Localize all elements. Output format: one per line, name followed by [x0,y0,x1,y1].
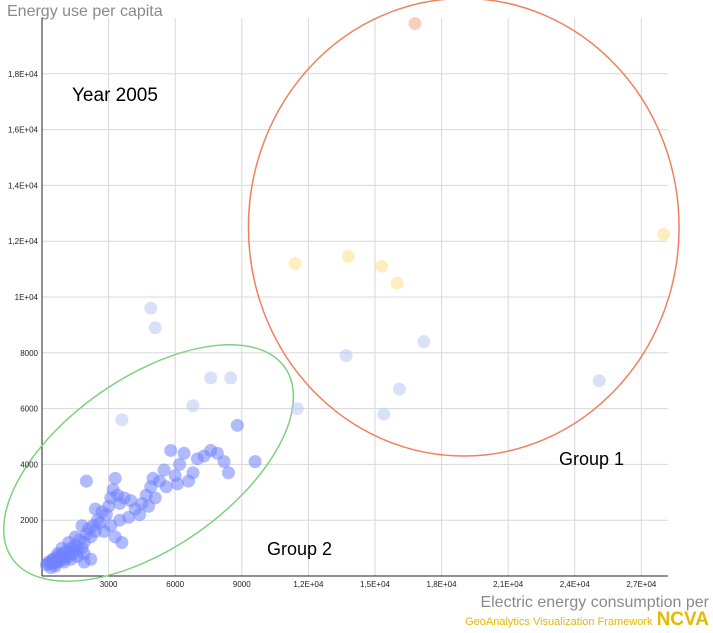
y-tick-label: 1,2E+04 [8,237,39,246]
x-tick-label: 2,7E+04 [626,580,657,589]
data-point [339,349,353,363]
x-tick-label: 1,2E+04 [293,580,324,589]
y-tick-label: 1,4E+04 [8,181,39,190]
data-point [248,455,262,469]
x-tick-label: 9000 [233,580,251,589]
y-tick-label: 1,6E+04 [8,126,39,135]
x-tick-labels: 3000 6000 9000 1,2E+04 1,5E+04 1,8E+04 2,1E+04… [100,580,657,589]
data-point [377,407,391,421]
data-point [392,382,406,396]
chart-title: Energy use per capita [7,3,163,20]
framework-name: GeoAnalytics Visualization Framework [465,616,653,628]
data-point [182,474,196,488]
data-point [170,477,184,491]
data-point [49,555,63,569]
footer-credit: GeoAnalytics Visualization Framework NCVA [465,609,709,631]
y-tick-label: 1,8E+04 [8,70,39,79]
data-point [390,276,404,290]
data-point [173,457,187,471]
x-tick-label: 2,4E+04 [560,580,591,589]
year-annotation: Year 2005 [72,85,158,106]
data-point [592,374,606,388]
data-points [39,17,671,575]
axes [41,18,668,577]
y-tick-label: 8000 [20,349,38,358]
ncva-logo: NCVA [657,609,709,630]
data-point [217,455,231,469]
x-tick-label: 6000 [166,580,184,589]
data-point [290,402,304,416]
x-axis-label: Electric energy consumption per [480,594,709,611]
x-tick-label: 2,1E+04 [493,580,524,589]
group-2-label: Group 2 [267,539,333,559]
data-point [133,508,147,522]
data-point [204,371,218,385]
data-point [375,259,389,273]
data-point [657,227,671,241]
x-tick-label: 3000 [100,580,118,589]
data-point [164,443,178,457]
y-tick-label: 4000 [20,460,38,469]
data-point [77,547,91,561]
x-tick-label: 1,5E+04 [360,580,391,589]
group-1-label: Group 1 [559,449,625,469]
data-point [230,418,244,432]
data-point [157,463,171,477]
group-2-ellipse [2,344,295,582]
data-point [417,335,431,349]
y-tick-label: 2000 [20,516,38,525]
grid [42,18,668,576]
data-point [186,399,200,413]
x-tick-label: 1,8E+04 [427,580,458,589]
data-point [341,250,355,264]
data-point [159,480,173,494]
data-point [144,301,158,315]
data-point [108,471,122,485]
data-point [288,257,302,271]
data-point [115,413,129,427]
data-point [75,519,89,533]
y-tick-label: 1E+04 [15,293,39,302]
data-point [177,446,191,460]
data-point [122,510,136,524]
data-point [148,321,162,335]
data-point [224,371,238,385]
data-point [88,502,102,516]
group-ellipses [2,0,680,582]
ncva-logo-text: NCVA [656,609,709,630]
y-tick-labels: 2000 4000 6000 8000 1E+04 1,2E+04 1,4E+04 1,6E+… [8,70,39,525]
data-point [408,17,422,31]
group-1-ellipse [247,0,680,457]
data-point [115,536,129,550]
data-point [142,499,156,513]
y-tick-label: 6000 [20,405,38,414]
data-point [79,474,93,488]
data-point [221,466,235,480]
